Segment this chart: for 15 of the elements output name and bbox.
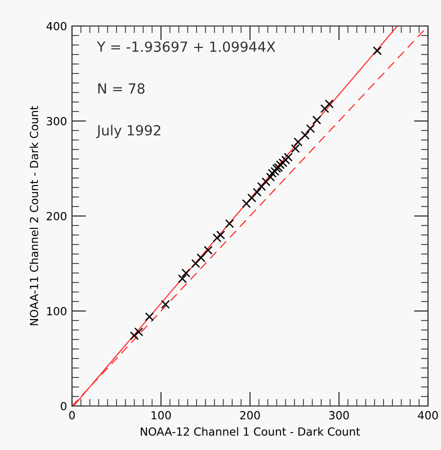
y-axis-title: NOAA-11 Channel 2 Count - Dark Count [30,106,38,326]
y-tick-label: 100 [47,306,66,316]
annotation: Y = -1.93697 + 1.09944X [96,41,276,52]
annotation: July 1992 [96,124,160,138]
x-tick-label: 100 [152,411,171,420]
y-tick-label: 400 [46,22,66,30]
y-tick-label: 0 [60,402,66,410]
x-axis-title: NOAA-12 Channel 1 Count - Dark Count [140,427,360,436]
y-tick-label: 300 [46,116,66,126]
x-tick-label: 0 [69,411,75,420]
x-tick-label: 200 [240,411,260,420]
y-tick-label: 200 [46,212,66,220]
x-tick-label: 400 [418,411,438,420]
x-tick-label: 300 [329,411,349,420]
annotation: N = 78 [98,83,144,94]
